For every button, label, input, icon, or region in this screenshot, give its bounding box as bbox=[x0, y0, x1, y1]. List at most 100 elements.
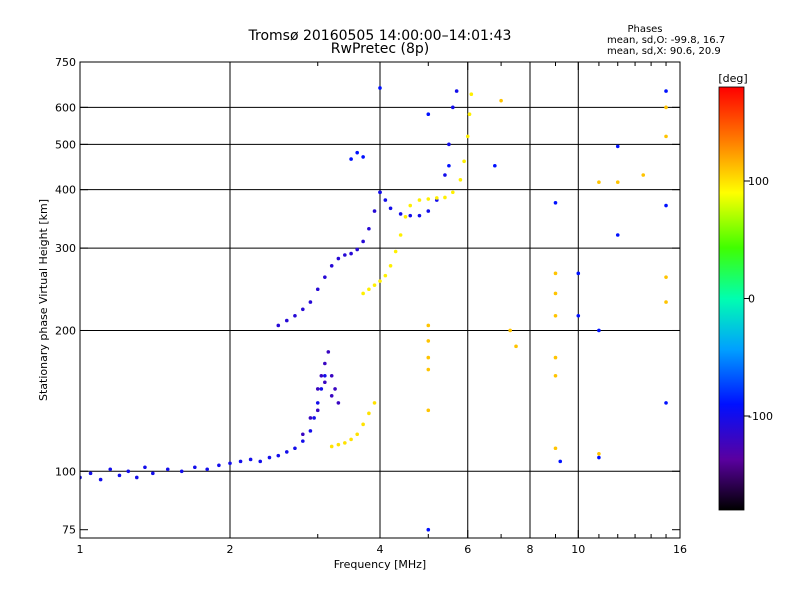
y-tick-label: 75 bbox=[62, 524, 76, 537]
data-point bbox=[361, 422, 365, 427]
data-point bbox=[499, 98, 503, 103]
data-point bbox=[443, 173, 447, 177]
data-point bbox=[576, 313, 581, 318]
data-point bbox=[372, 209, 377, 213]
data-point bbox=[315, 287, 320, 292]
data-point bbox=[301, 432, 305, 437]
data-point bbox=[372, 283, 377, 287]
y-tick-label: 600 bbox=[55, 101, 76, 114]
x-tick-label: 8 bbox=[527, 543, 534, 556]
data-point bbox=[258, 459, 263, 464]
data-point bbox=[367, 287, 371, 292]
data-point bbox=[426, 112, 431, 117]
x-tick-label: 1 bbox=[77, 543, 84, 556]
data-point bbox=[417, 198, 422, 202]
colorbar-unit: [deg] bbox=[718, 72, 747, 85]
colorbar-tick-label: -100 bbox=[748, 410, 773, 423]
data-point bbox=[88, 471, 93, 476]
data-point bbox=[323, 380, 327, 385]
data-point bbox=[469, 92, 474, 97]
x-tick-label: 16 bbox=[673, 543, 687, 556]
data-point bbox=[308, 429, 313, 433]
data-point bbox=[426, 323, 431, 328]
data-point bbox=[383, 273, 388, 278]
data-point bbox=[134, 475, 139, 480]
data-point bbox=[553, 271, 558, 276]
data-point bbox=[336, 401, 341, 405]
data-point bbox=[308, 300, 313, 304]
data-point bbox=[447, 163, 451, 168]
data-point bbox=[615, 144, 620, 149]
data-point bbox=[398, 233, 403, 237]
colorbar-tick-label: 0 bbox=[748, 293, 755, 306]
data-point bbox=[597, 451, 601, 456]
data-point bbox=[553, 200, 558, 205]
data-point bbox=[315, 401, 320, 405]
data-point bbox=[553, 355, 558, 360]
data-point bbox=[378, 86, 382, 90]
y-tick-label: 100 bbox=[55, 465, 76, 478]
grid-lines bbox=[80, 62, 680, 538]
data-point bbox=[408, 213, 413, 218]
data-point bbox=[553, 446, 558, 451]
data-point bbox=[343, 253, 347, 257]
data-point bbox=[329, 374, 334, 378]
data-points bbox=[80, 86, 668, 532]
data-point bbox=[326, 350, 331, 354]
data-point bbox=[329, 444, 334, 449]
y-tick-label: 750 bbox=[55, 56, 76, 69]
data-point bbox=[336, 256, 341, 261]
data-point bbox=[312, 416, 316, 420]
data-point bbox=[451, 190, 455, 195]
data-point bbox=[276, 453, 281, 458]
data-point bbox=[458, 177, 463, 182]
data-point bbox=[383, 198, 388, 202]
data-point bbox=[378, 279, 382, 283]
data-point bbox=[238, 459, 243, 464]
x-tick-label: 6 bbox=[464, 543, 471, 556]
data-point bbox=[361, 291, 365, 296]
data-point bbox=[408, 203, 413, 208]
data-point bbox=[372, 401, 377, 405]
data-point bbox=[597, 328, 601, 333]
x-tick-label: 4 bbox=[377, 543, 384, 556]
data-point bbox=[336, 442, 341, 447]
data-point bbox=[98, 477, 103, 482]
y-tick-label: 500 bbox=[55, 138, 76, 151]
data-point bbox=[301, 439, 305, 443]
data-point bbox=[228, 461, 232, 466]
data-point bbox=[284, 450, 289, 454]
stats-line-x: mean, sd,X: 90.6, 20.9 bbox=[607, 46, 721, 57]
data-point bbox=[664, 203, 668, 208]
data-point bbox=[398, 212, 403, 216]
data-point bbox=[367, 411, 371, 416]
x-tick-label: 10 bbox=[571, 543, 585, 556]
data-point bbox=[664, 401, 668, 405]
data-point bbox=[367, 226, 371, 231]
data-point bbox=[664, 134, 668, 139]
data-point bbox=[426, 355, 431, 360]
data-point bbox=[308, 416, 313, 420]
data-point bbox=[349, 437, 353, 442]
data-point bbox=[615, 233, 620, 237]
data-point bbox=[355, 432, 359, 437]
y-tick-label: 400 bbox=[55, 184, 76, 197]
data-point bbox=[179, 469, 184, 474]
data-point bbox=[117, 473, 122, 478]
data-point bbox=[323, 275, 327, 279]
data-point bbox=[193, 465, 197, 470]
data-point bbox=[597, 455, 601, 460]
data-point bbox=[558, 459, 563, 464]
data-point bbox=[426, 408, 431, 413]
data-point bbox=[465, 134, 470, 139]
data-point bbox=[664, 300, 668, 304]
data-point bbox=[493, 163, 497, 168]
data-point bbox=[319, 374, 324, 378]
data-point bbox=[151, 471, 155, 476]
data-point bbox=[426, 367, 431, 372]
data-point bbox=[143, 465, 147, 470]
colorbar-tick-label: 100 bbox=[748, 175, 769, 188]
data-point bbox=[217, 463, 221, 468]
y-tick-label: 200 bbox=[55, 324, 76, 337]
data-point bbox=[641, 173, 646, 177]
